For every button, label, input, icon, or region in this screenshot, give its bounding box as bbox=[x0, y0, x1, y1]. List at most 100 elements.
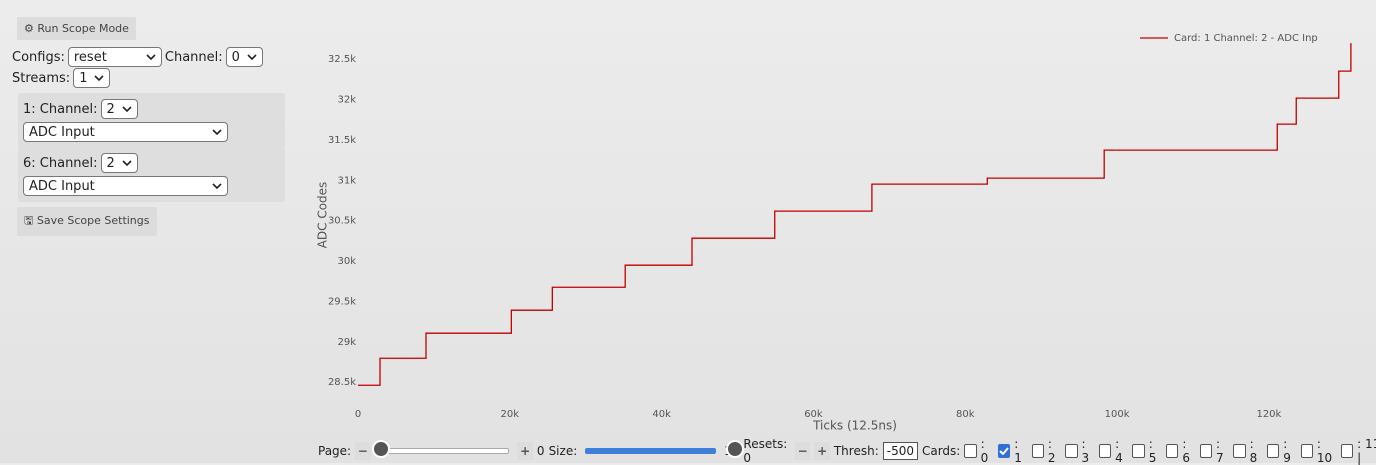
plus-button[interactable]: + bbox=[517, 442, 533, 460]
chevron bbox=[247, 54, 257, 60]
streams-row: Streams: 1 bbox=[12, 68, 111, 88]
chevron bbox=[94, 75, 104, 81]
y-tick-label: 30k bbox=[337, 256, 356, 267]
card-label: : 7 bbox=[1216, 437, 1224, 465]
select-value: 2 bbox=[106, 101, 115, 117]
save-button[interactable]: 🖫 Save Scope Settings bbox=[17, 207, 157, 236]
slider-knob[interactable] bbox=[726, 440, 745, 458]
card-checkbox[interactable] bbox=[1340, 444, 1354, 458]
card-label: : 5 bbox=[1148, 437, 1157, 465]
check bbox=[999, 447, 1009, 455]
card-checkbox[interactable] bbox=[1132, 444, 1145, 458]
plus-button[interactable]: + bbox=[814, 442, 830, 460]
stream-row: 1: Channel: 2 bbox=[23, 99, 280, 119]
icon: 🖫 bbox=[24, 214, 37, 227]
page-slider[interactable] bbox=[371, 440, 510, 458]
select-value: ADC Input bbox=[29, 178, 95, 194]
x-tick-label: 40k bbox=[652, 409, 671, 420]
stream-channel-select[interactable]: 2 bbox=[100, 153, 138, 173]
card-checkbox[interactable] bbox=[964, 444, 977, 458]
thresh-label: Thresh: bbox=[833, 444, 879, 458]
card-label: : 1 bbox=[1014, 437, 1022, 465]
card-label: : 2 bbox=[1047, 437, 1056, 465]
page-value: 0 bbox=[536, 444, 545, 458]
y-tick-label: 29k bbox=[337, 337, 356, 348]
x-axis-label: Ticks (12.5ns) bbox=[812, 419, 897, 433]
streams-select[interactable]: 1 bbox=[73, 68, 111, 88]
minus-button[interactable]: − bbox=[355, 442, 371, 460]
legend-label: Card: 1 Channel: 2 - ADC Inp bbox=[1174, 33, 1318, 44]
page-label: Page: bbox=[318, 444, 352, 458]
stream-label: 1: Channel: bbox=[23, 101, 98, 117]
card-checkbox[interactable] bbox=[1098, 444, 1112, 458]
card-checkbox[interactable] bbox=[1031, 444, 1044, 458]
card-label: : 10 bbox=[1316, 437, 1333, 465]
y-tick-label: 31.5k bbox=[328, 135, 356, 146]
chart: ADC Codes Ticks (12.5ns) 28.5k 29k 29.5k 30… bbox=[316, 33, 1352, 433]
cards-label: Cards: bbox=[921, 444, 961, 458]
chevron bbox=[146, 54, 156, 60]
y-tick-label: 28.5k bbox=[328, 377, 356, 388]
card-checkbox[interactable] bbox=[1065, 444, 1078, 458]
card-label: : 8 bbox=[1249, 437, 1258, 465]
y-tick-label: 29.5k bbox=[328, 296, 356, 307]
size-label: Size: bbox=[548, 444, 578, 458]
stream-panel: 1: Channel: 2 ADC Input bbox=[18, 93, 285, 148]
card-label: : 11 | bbox=[1357, 437, 1376, 465]
channel-select[interactable]: 0 bbox=[225, 47, 263, 67]
x-tick-label: 80k bbox=[956, 409, 975, 420]
run-button[interactable]: ⚙ Run Scope Mode bbox=[17, 17, 136, 40]
data-line bbox=[358, 43, 1352, 386]
card-label: : 0 bbox=[980, 437, 989, 465]
thresh-input[interactable]: -500 bbox=[882, 442, 918, 460]
minus-button[interactable]: − bbox=[794, 442, 811, 460]
x-tick-label: 20k bbox=[501, 409, 520, 420]
slider-knob[interactable] bbox=[371, 440, 390, 458]
y-tick-label: 32k bbox=[337, 94, 356, 105]
chevron bbox=[212, 183, 222, 189]
card-checkbox[interactable] bbox=[1300, 444, 1313, 458]
configs-row: Configs: reset Channel: 0 bbox=[12, 47, 263, 67]
configs-select[interactable]: reset bbox=[67, 47, 162, 67]
stream-input-select[interactable]: ADC Input bbox=[23, 122, 228, 142]
stream-input-select[interactable]: ADC Input bbox=[23, 176, 228, 196]
stream-channel-select[interactable]: 2 bbox=[100, 99, 138, 119]
y-axis-label: ADC Codes bbox=[316, 182, 330, 249]
streams-label: Streams: bbox=[12, 70, 71, 86]
select-value: reset bbox=[73, 49, 107, 65]
x-tick-label: 100k bbox=[1105, 409, 1130, 420]
x-tick-label: 0 bbox=[355, 409, 361, 420]
save-button-label: Save Scope Settings bbox=[36, 214, 150, 227]
card-checkbox[interactable] bbox=[1166, 444, 1179, 458]
y-tick-label: 31k bbox=[337, 175, 356, 186]
x-tick-label: 120k bbox=[1256, 409, 1281, 420]
resets: Resets: 0 bbox=[743, 437, 788, 465]
card-label: : 9 bbox=[1283, 437, 1291, 465]
chevron bbox=[121, 160, 132, 166]
configs-label: Configs: bbox=[12, 49, 65, 65]
stream-panel: 6: Channel: 2 ADC Input bbox=[18, 147, 285, 202]
y-tick-label: 32.5k bbox=[328, 54, 356, 65]
stream-label: 6: Channel: bbox=[23, 155, 98, 171]
select-value: 1 bbox=[79, 70, 88, 86]
chevron bbox=[121, 106, 132, 112]
x-tick-label: 60k bbox=[804, 409, 823, 420]
card-checkbox[interactable] bbox=[1266, 444, 1280, 458]
chevron bbox=[212, 129, 222, 135]
card-checkbox[interactable] bbox=[1233, 444, 1246, 458]
card-label: : 6 bbox=[1182, 437, 1191, 465]
channel-label: Channel: bbox=[164, 49, 223, 65]
icon: ⚙ bbox=[24, 22, 38, 35]
card-label: : 3 bbox=[1081, 437, 1090, 465]
run-button-label: Run Scope Mode bbox=[37, 22, 129, 35]
card-checkbox[interactable] bbox=[1199, 444, 1213, 458]
size-slider[interactable] bbox=[585, 440, 745, 458]
card-checkbox[interactable] bbox=[997, 444, 1011, 458]
footer: Page: − + 0 Size: 16 Resets: 0 − + Thres… bbox=[318, 437, 1376, 465]
stream-row: 6: Channel: 2 bbox=[23, 153, 280, 173]
y-tick-label: 30.5k bbox=[328, 216, 356, 227]
card-label: : 4 bbox=[1115, 437, 1123, 465]
select-value: 2 bbox=[106, 155, 115, 171]
select-value: ADC Input bbox=[29, 124, 95, 140]
